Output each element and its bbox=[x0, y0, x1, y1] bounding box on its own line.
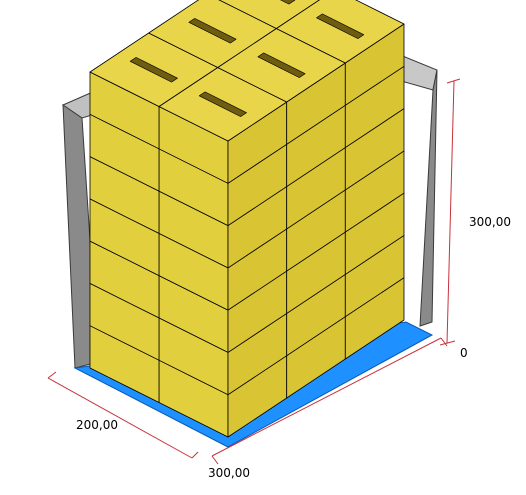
width-dimension-line bbox=[47, 377, 193, 459]
side-wall-right bbox=[419, 69, 438, 327]
box-handle-slot bbox=[129, 57, 178, 83]
height-dimension-label: 300,00 bbox=[469, 215, 511, 229]
box-handle-slot bbox=[280, 0, 296, 5]
height-dimension-tick-b bbox=[446, 78, 461, 84]
dimension-lines bbox=[47, 78, 461, 465]
box-top bbox=[275, 0, 405, 64]
box-stack bbox=[89, 0, 405, 438]
box-handle-slot bbox=[198, 91, 247, 117]
height-origin-label: 0 bbox=[460, 346, 468, 360]
width-dimension-tick-b bbox=[191, 451, 199, 459]
height-dimension-tick-a bbox=[439, 340, 456, 346]
box-handle-slot bbox=[257, 52, 306, 78]
length-dimension-label: 300,00 bbox=[208, 466, 250, 480]
width-dimension-tick-a bbox=[47, 371, 57, 379]
length-dimension-tick-b bbox=[440, 337, 448, 347]
length-dimension-tick-a bbox=[211, 455, 219, 465]
dimension-labels: 200,00 300,00 300,00 0 bbox=[76, 215, 511, 480]
box-handle-slot bbox=[316, 13, 365, 39]
length-dimension-line bbox=[211, 337, 442, 457]
box-top bbox=[218, 0, 320, 29]
width-dimension-label: 200,00 bbox=[76, 418, 118, 432]
height-dimension-line bbox=[446, 80, 455, 344]
box-handle-slot bbox=[188, 18, 237, 44]
